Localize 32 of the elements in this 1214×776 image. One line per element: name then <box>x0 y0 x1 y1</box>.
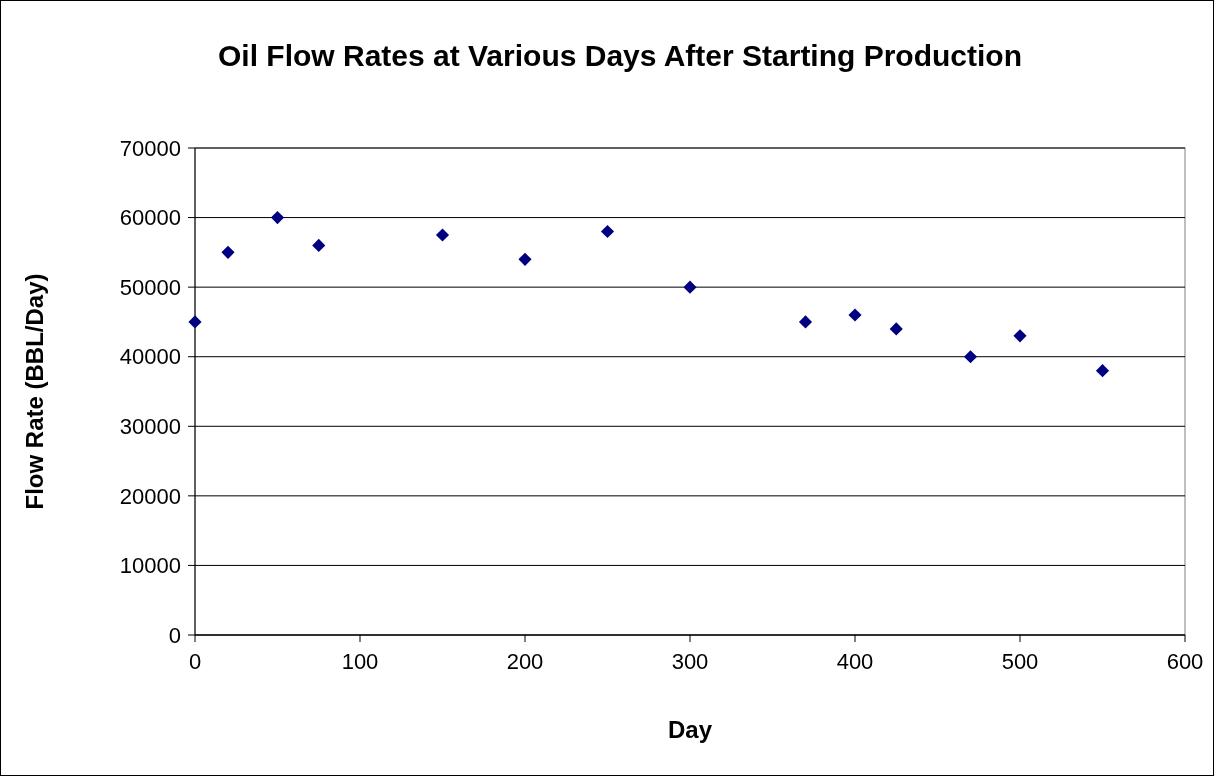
y-tick-label: 10000 <box>119 553 181 579</box>
x-tick-label: 0 <box>188 649 202 674</box>
point <box>1095 364 1110 378</box>
point <box>889 322 903 336</box>
point <box>1013 329 1027 343</box>
point <box>435 228 450 242</box>
y-tick-label: 40000 <box>119 344 181 370</box>
y-tick-label: 20000 <box>119 483 181 509</box>
point <box>600 224 615 239</box>
y-tick-label: 30000 <box>119 413 181 439</box>
y-tick-label: 70000 <box>119 135 181 161</box>
point <box>312 238 326 252</box>
x-tick-label: 600 <box>1166 649 1204 674</box>
y-axis-title: Flow Rate (BBL/Day) <box>21 273 48 510</box>
y-tick-label: 50000 <box>119 274 181 300</box>
point <box>683 280 697 294</box>
point <box>518 252 532 266</box>
y-tick-label: 0 <box>168 622 181 648</box>
y-tick-label: 60000 <box>119 205 181 231</box>
x-tick-label: 300 <box>671 649 709 674</box>
point <box>963 350 978 364</box>
point <box>221 245 235 259</box>
x-tick-label: 100 <box>341 649 379 674</box>
x-tick-label: 200 <box>506 649 544 674</box>
point <box>188 315 202 329</box>
x-tick-label: 500 <box>1001 649 1039 674</box>
point <box>798 315 813 329</box>
point <box>270 211 285 225</box>
chart-title: Oil Flow Rates at Various Days After Starting Production <box>217 39 1023 72</box>
point <box>848 308 862 322</box>
x-tick-label: 400 <box>836 649 874 674</box>
x-axis-title: Day <box>667 716 713 743</box>
